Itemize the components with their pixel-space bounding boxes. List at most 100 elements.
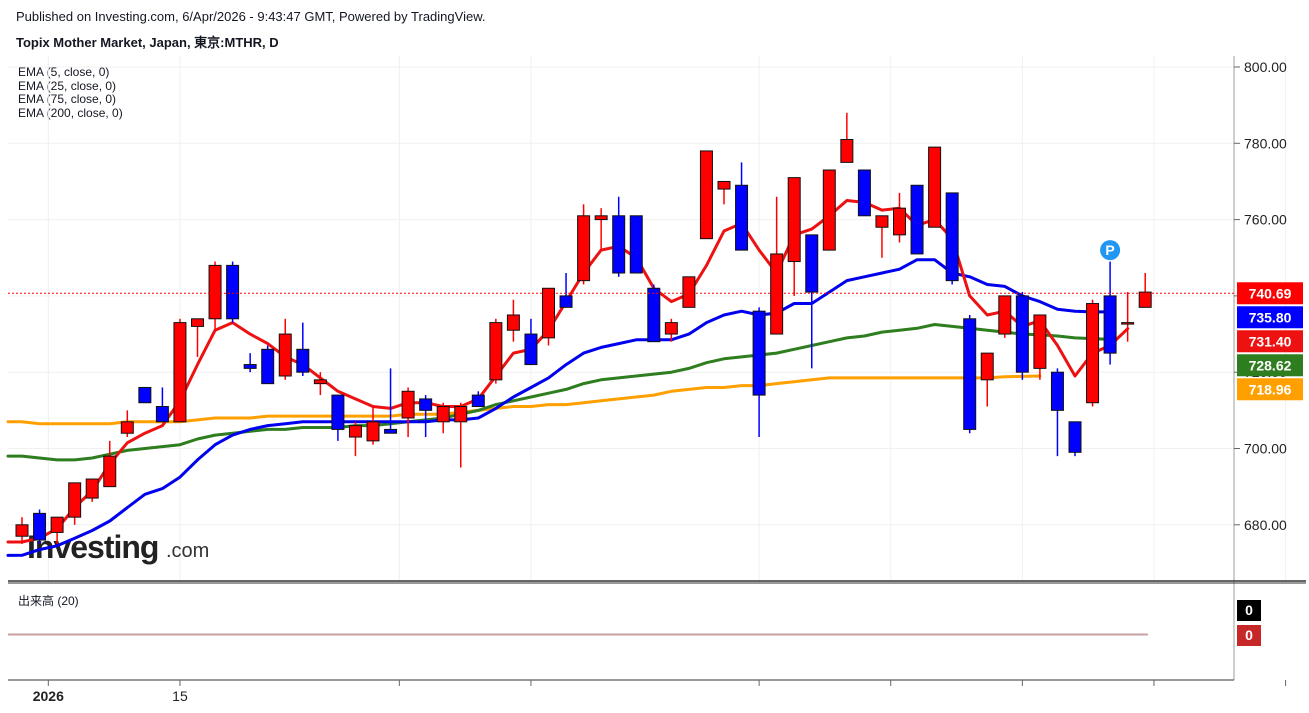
candle-body: [647, 287, 661, 343]
candle-body: [506, 314, 520, 331]
candle-body: [998, 295, 1012, 335]
candle-body: [348, 425, 362, 438]
legend-ema5[interactable]: EMA (5, close, 0): [18, 65, 110, 79]
candle-body: [664, 322, 678, 335]
candle: [313, 372, 327, 396]
candle-body: [33, 512, 47, 541]
candle: [945, 192, 959, 285]
candle: [735, 162, 749, 251]
y-tick-label: 760.00: [1244, 212, 1287, 228]
candle: [384, 368, 398, 434]
price-badge-label: 728.62: [1249, 357, 1292, 373]
candle: [155, 387, 169, 423]
candle: [857, 169, 871, 217]
volume-badges: 00: [1237, 600, 1261, 646]
candle-body: [629, 215, 643, 274]
candle-body: [699, 150, 713, 240]
candle-body: [366, 421, 380, 442]
candle-body: [296, 348, 310, 373]
x-tick-label: 15: [172, 688, 188, 704]
candle-body: [1138, 291, 1152, 308]
candles: [15, 112, 1152, 544]
chart-frame: [8, 56, 1306, 681]
candle: [226, 261, 240, 323]
candle-body: [226, 264, 240, 320]
volume-badge-bg: [1237, 600, 1261, 621]
candle-body: [787, 177, 801, 263]
candle-body: [1121, 322, 1135, 325]
candle: [770, 196, 784, 335]
candle: [1121, 292, 1135, 342]
candle-body: [419, 398, 433, 411]
candle: [524, 318, 538, 366]
candle: [15, 517, 29, 544]
candle: [191, 318, 204, 357]
candle: [208, 261, 222, 331]
series-line-ema75: [6, 323, 1112, 462]
candle-body: [840, 138, 854, 163]
price-badge-bg: [1237, 378, 1303, 401]
candle: [1068, 421, 1082, 457]
candle: [752, 307, 766, 438]
candle: [419, 395, 433, 438]
candle: [278, 318, 292, 380]
candle: [1086, 299, 1100, 407]
candle: [629, 215, 643, 274]
candle: [1015, 292, 1029, 380]
candle-body: [191, 318, 204, 327]
candle: [682, 276, 696, 308]
volume-label[interactable]: 出来高 (20): [18, 594, 79, 608]
candle-body: [68, 482, 82, 518]
candle: [454, 402, 468, 468]
candle: [577, 204, 591, 285]
candle-body: [805, 234, 819, 293]
legend-ema200[interactable]: EMA (200, close, 0): [18, 105, 123, 120]
series-line-ema25: [6, 258, 1112, 557]
candle-body: [752, 310, 766, 396]
price-badge: 735.80: [1237, 306, 1303, 329]
candle-body: [261, 348, 275, 385]
candle: [138, 386, 152, 404]
legend-ema25[interactable]: EMA (25, close, 0): [18, 78, 117, 93]
candle: [348, 421, 362, 457]
price-badge-label: 735.80: [1249, 309, 1292, 325]
candle-body: [243, 364, 257, 369]
price-badge: 731.40: [1237, 330, 1303, 353]
price-badges: 740.69 735.80 731.40 728.62 718.96: [1237, 282, 1303, 401]
candle: [401, 387, 415, 438]
volume-badge: 0: [1237, 600, 1261, 621]
candle: [436, 402, 450, 434]
volume-badge-label: 0: [1245, 602, 1253, 618]
candle-body: [717, 180, 731, 190]
y-tick-label: 680.00: [1244, 517, 1287, 533]
candle-body: [559, 295, 573, 308]
candle-body: [138, 386, 152, 404]
marker-circle: [1100, 240, 1121, 261]
candle: [717, 180, 731, 205]
candle-body: [50, 516, 64, 533]
price-badge-bg: [1237, 306, 1303, 329]
candle-body: [524, 333, 538, 366]
candle: [471, 391, 485, 408]
candle: [1138, 273, 1152, 308]
y-tick-label: 700.00: [1244, 441, 1287, 457]
volume-badge-label: 0: [1245, 627, 1253, 643]
chart-title: Topix Mother Market, Japan, 東京:MTHR, D: [16, 35, 279, 50]
price-badge: 728.62: [1237, 354, 1303, 377]
legend-ema75[interactable]: EMA (75, close, 0): [18, 92, 117, 107]
candle: [963, 314, 977, 434]
candle: [103, 440, 117, 488]
price-badge: 718.96: [1237, 378, 1303, 401]
candle-body: [594, 215, 608, 221]
candle-body: [857, 169, 871, 217]
candle: [664, 318, 678, 342]
candle: [1050, 368, 1064, 457]
candle: [647, 284, 661, 343]
candle: [542, 287, 555, 346]
volume-badge: 0: [1237, 625, 1261, 646]
candle: [33, 509, 47, 544]
candle: [822, 169, 836, 251]
candle-body: [489, 322, 503, 381]
candle: [261, 345, 275, 385]
